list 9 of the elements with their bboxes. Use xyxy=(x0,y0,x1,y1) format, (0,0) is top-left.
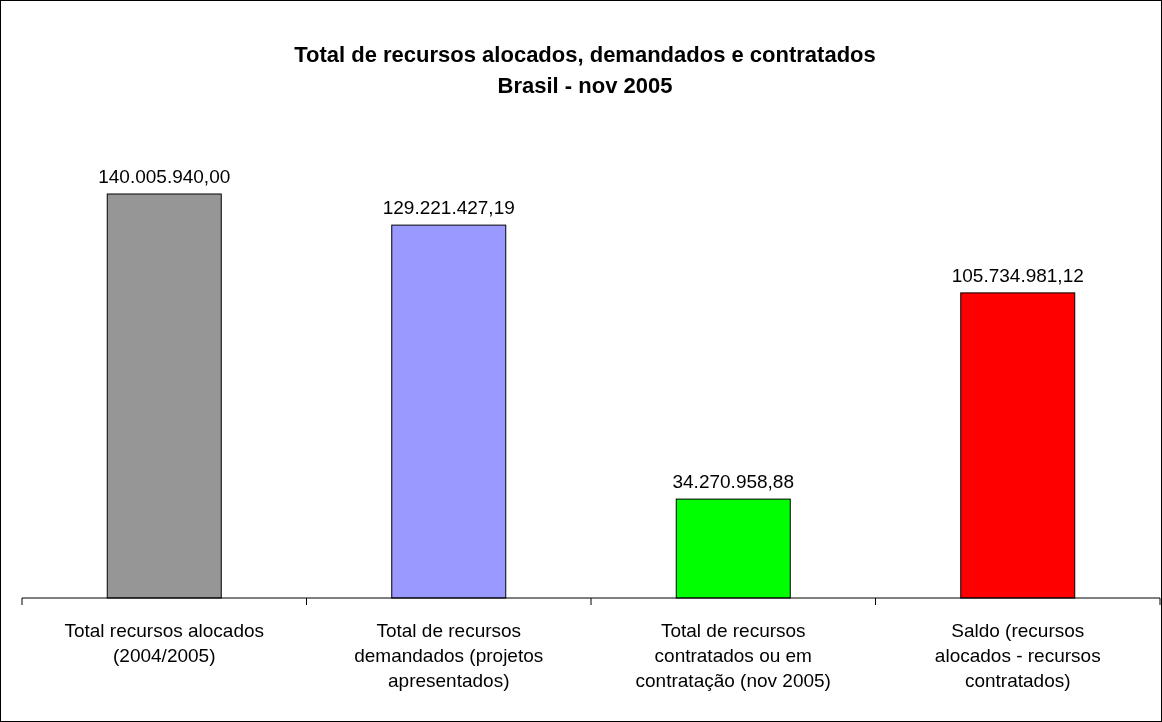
x-tick-label: Total de recursos demandados (projetos apresentados) xyxy=(354,620,544,691)
data-label: 129.221.427,19 xyxy=(382,197,515,219)
chart-title: Total de recursos alocados, demandados e contratados Brasil - nov 2005 xyxy=(294,42,876,98)
data-label: 105.734.981,12 xyxy=(951,264,1084,286)
x-tick-label: Saldo (recursos alocados - recursos contratados) xyxy=(934,620,1101,691)
x-tick-label: Total recursos alocados (2004/2005) xyxy=(64,620,265,666)
data-label: 34.270.958,88 xyxy=(672,471,795,493)
data-label: 140.005.940,00 xyxy=(98,166,231,187)
x-tick-label: Total de recursos contratados ou em contratação (nov 2005) xyxy=(635,620,831,691)
